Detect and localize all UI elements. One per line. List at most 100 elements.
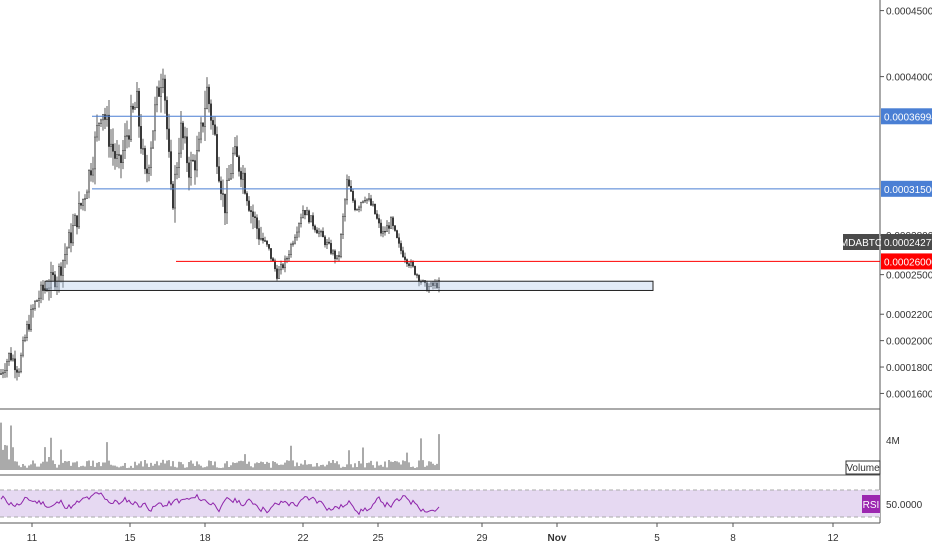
candle-body — [330, 243, 332, 254]
candle-body — [166, 100, 168, 130]
candle-body — [318, 231, 320, 234]
candle-body — [12, 358, 14, 361]
candle-body — [316, 229, 318, 234]
candle-body — [14, 358, 16, 371]
candle-body — [148, 167, 150, 174]
candle-body — [118, 154, 120, 156]
horizontal-lines-layer[interactable]: 0.00036994 0.00031500 0.00026000 — [92, 108, 932, 270]
candle-body — [244, 172, 246, 194]
candle-body — [6, 361, 8, 371]
candle-body — [378, 218, 380, 224]
candle-body — [60, 266, 62, 276]
candle-body — [20, 354, 22, 373]
candle-body — [144, 148, 146, 170]
candle-body — [288, 254, 290, 259]
horizontal-line-price-tag — [881, 180, 932, 197]
candle-body — [408, 263, 410, 266]
candle-body — [274, 260, 276, 270]
candle-body — [194, 160, 196, 171]
candle-body — [276, 268, 278, 279]
candle-body — [380, 222, 382, 234]
candle-body — [196, 150, 198, 171]
candle-body — [156, 87, 158, 106]
candle-body — [164, 78, 166, 101]
candle-body — [248, 200, 250, 211]
candle-body — [296, 231, 298, 238]
rsi-band — [0, 490, 880, 517]
candle-body — [418, 275, 420, 282]
candle-body — [236, 146, 238, 158]
candle-body — [264, 240, 266, 242]
candle-body — [32, 308, 34, 310]
candle-body — [226, 180, 228, 214]
candle-body — [412, 261, 414, 267]
candle-body — [392, 217, 394, 226]
candle-body — [104, 114, 106, 120]
candle-body — [66, 247, 68, 255]
candle-body — [168, 128, 170, 152]
volume-label: Volume — [846, 463, 880, 474]
candle-body — [346, 179, 348, 201]
last-price-tag — [881, 234, 932, 250]
candle-body — [250, 210, 252, 212]
candle-body — [68, 232, 70, 249]
candle-body — [116, 154, 118, 159]
time-axis-layer: 11 15 18 22 25 29 Nov 5 8 12 — [27, 523, 839, 544]
time-tick-label: 25 — [372, 533, 384, 544]
rsi-line-layer — [0, 492, 440, 516]
horizontal-line-price-tag — [881, 108, 932, 125]
candle-body — [434, 282, 436, 286]
candle-body — [130, 105, 132, 140]
candle-body — [224, 193, 226, 214]
candle-body — [344, 199, 346, 217]
candle-body — [188, 162, 190, 178]
candle-body — [154, 104, 156, 132]
candle-body — [400, 243, 402, 251]
candle-body — [234, 146, 236, 154]
candle-body — [174, 173, 176, 209]
candle-body — [0, 373, 2, 375]
rsi-tag — [862, 495, 880, 513]
candles-layer — [0, 68, 440, 381]
candle-body — [334, 250, 336, 259]
candle-body — [160, 87, 162, 97]
candle-body — [146, 168, 148, 174]
support-box-layer[interactable] — [44, 280, 654, 291]
candle-body — [374, 203, 376, 215]
candle-body — [266, 240, 268, 245]
candle-body — [386, 225, 388, 232]
candle-body — [366, 198, 368, 201]
time-tick-label: 22 — [297, 533, 309, 544]
candle-body — [358, 206, 360, 210]
volume-axis-tick: 4M — [886, 436, 900, 447]
time-tick-label: 18 — [199, 533, 211, 544]
candle-body — [212, 120, 214, 126]
candle-body — [430, 282, 432, 287]
candle-body — [220, 180, 222, 194]
candle-body — [300, 217, 302, 225]
support-zone-box[interactable] — [44, 280, 654, 291]
candle-body — [294, 236, 296, 244]
candle-body — [90, 170, 92, 176]
candle-body — [312, 215, 314, 227]
time-tick-label: 29 — [476, 533, 488, 544]
candle-body — [76, 215, 78, 228]
candle-body — [86, 191, 88, 199]
candle-body — [192, 159, 194, 162]
candle-body — [328, 241, 330, 244]
candle-body — [176, 167, 178, 175]
candle-body — [326, 241, 328, 246]
candle-body — [108, 114, 110, 147]
candle-body — [200, 122, 202, 140]
candle-body — [204, 108, 206, 127]
candle-body — [368, 198, 370, 200]
candle-body — [184, 136, 186, 139]
candle-body — [304, 210, 306, 216]
candle-body — [80, 203, 82, 206]
